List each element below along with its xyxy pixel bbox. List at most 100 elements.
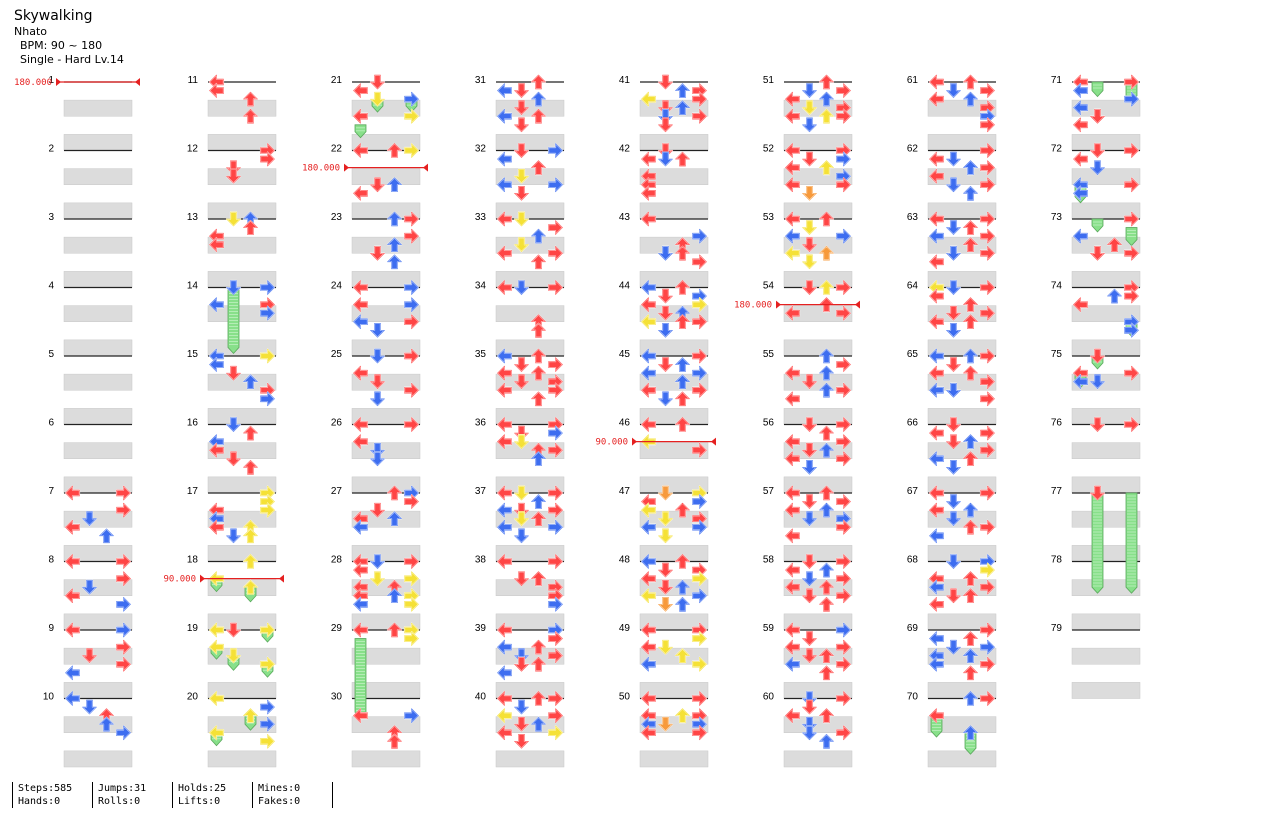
arrow-outline <box>675 391 690 407</box>
arrow-outline <box>1124 211 1139 227</box>
beat-band <box>1071 613 1141 631</box>
left-arrow-icon <box>784 245 801 261</box>
arrow-outline <box>1124 323 1139 338</box>
up-arrow-icon <box>818 382 835 398</box>
arrow-outline <box>370 374 385 389</box>
measure-number: 78 <box>1051 555 1063 566</box>
beat-band <box>207 99 277 117</box>
up-arrow-icon <box>530 639 547 655</box>
arrow-outline <box>658 485 673 501</box>
measure-number: 25 <box>331 349 343 360</box>
left-arrow-icon <box>784 211 801 227</box>
measure-number: 22 <box>331 144 343 155</box>
arrow-outline <box>785 228 800 244</box>
down-arrow-icon <box>801 553 818 570</box>
beat-band <box>207 305 277 322</box>
left-arrow-icon <box>496 211 513 227</box>
beat-band <box>351 168 421 185</box>
beat-band <box>63 510 133 528</box>
arrow-outline <box>514 237 529 252</box>
bpm-marker-tick <box>279 574 284 583</box>
down-arrow-icon <box>657 151 674 167</box>
arrow-outline <box>1124 143 1139 158</box>
right-arrow-icon <box>835 356 852 373</box>
arrow-outline <box>260 348 275 364</box>
beat-band <box>495 99 565 117</box>
arrow-outline <box>243 91 258 107</box>
beat-band <box>63 271 133 288</box>
beat-band <box>1071 442 1141 459</box>
measure-number: 45 <box>619 349 631 360</box>
arrow-outline <box>209 83 224 98</box>
left-arrow-icon <box>928 348 945 364</box>
arrow-outline <box>116 622 131 638</box>
left-arrow-icon <box>1072 297 1089 313</box>
left-arrow-icon <box>208 356 225 373</box>
arrow-outline <box>785 562 800 578</box>
arrow-outline <box>370 74 385 90</box>
arrow-outline <box>641 725 656 741</box>
right-arrow-icon <box>115 553 132 570</box>
arrow-outline <box>548 708 563 723</box>
bpm-marker-tick <box>423 163 428 172</box>
arrow-outline <box>929 528 944 544</box>
arrow-outline <box>514 648 529 663</box>
arrow-outline <box>802 460 817 475</box>
left-arrow-icon <box>352 365 369 381</box>
arrow-outline <box>963 502 978 518</box>
arrow-outline <box>531 365 546 381</box>
arrow-outline <box>1090 374 1105 389</box>
left-arrow-icon <box>64 588 81 604</box>
arrow-outline <box>1090 245 1105 261</box>
right-arrow-icon <box>835 177 852 193</box>
left-arrow-icon <box>784 434 801 450</box>
down-arrow-icon <box>369 74 386 90</box>
arrow-outline <box>65 622 80 638</box>
left-arrow-icon <box>928 502 945 518</box>
arrow-outline <box>963 91 978 107</box>
down-arrow-icon <box>801 588 818 604</box>
arrow-outline <box>692 725 707 741</box>
measure-number: 64 <box>907 281 919 292</box>
beat-band <box>495 647 565 665</box>
down-arrow-icon <box>657 596 674 612</box>
arrow-outline <box>819 442 834 458</box>
arrow-outline <box>260 391 275 407</box>
left-arrow-icon <box>352 562 369 578</box>
arrow-outline <box>548 502 563 518</box>
down-arrow-icon <box>945 305 962 321</box>
arrow-outline <box>404 143 419 158</box>
beat-band <box>495 442 565 459</box>
arrow-outline <box>641 588 656 604</box>
up-arrow-icon <box>530 493 547 510</box>
arrow-outline <box>353 83 368 98</box>
arrow-outline <box>802 494 817 509</box>
down-arrow-icon <box>369 571 386 587</box>
left-arrow-icon <box>640 416 657 433</box>
measure-number: 6 <box>48 418 54 429</box>
up-arrow-icon <box>530 451 547 467</box>
right-arrow-icon <box>403 571 420 587</box>
arrow-outline <box>929 151 944 167</box>
arrow-outline <box>514 656 529 672</box>
right-arrow-icon <box>979 485 996 501</box>
arrow-outline <box>514 83 529 98</box>
down-arrow-icon <box>945 177 962 193</box>
arrow-outline <box>548 485 563 501</box>
measure-number: 31 <box>475 75 487 86</box>
bpm-change-label: 90.000 <box>163 575 196 585</box>
arrow-outline <box>404 280 419 295</box>
arrow-outline <box>836 451 851 467</box>
right-arrow-icon <box>115 622 132 638</box>
beat-band <box>207 647 277 665</box>
arrow-outline <box>548 220 563 235</box>
arrow-outline <box>980 177 995 193</box>
up-arrow-icon <box>530 322 547 338</box>
arrow-outline <box>260 502 275 518</box>
right-arrow-icon <box>835 519 852 535</box>
arrow-outline <box>641 656 656 672</box>
beat-band <box>351 442 421 459</box>
up-arrow-icon <box>386 211 403 227</box>
measure-number: 61 <box>907 75 919 86</box>
arrow-outline <box>497 382 512 398</box>
